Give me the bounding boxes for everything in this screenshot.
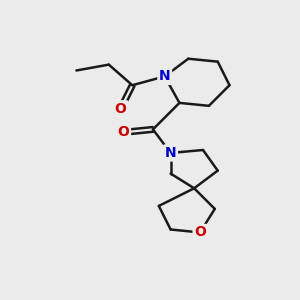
Text: N: N [159, 69, 170, 83]
Text: O: O [115, 102, 127, 116]
Text: O: O [194, 225, 206, 239]
Text: O: O [118, 125, 129, 139]
Text: N: N [165, 146, 176, 160]
